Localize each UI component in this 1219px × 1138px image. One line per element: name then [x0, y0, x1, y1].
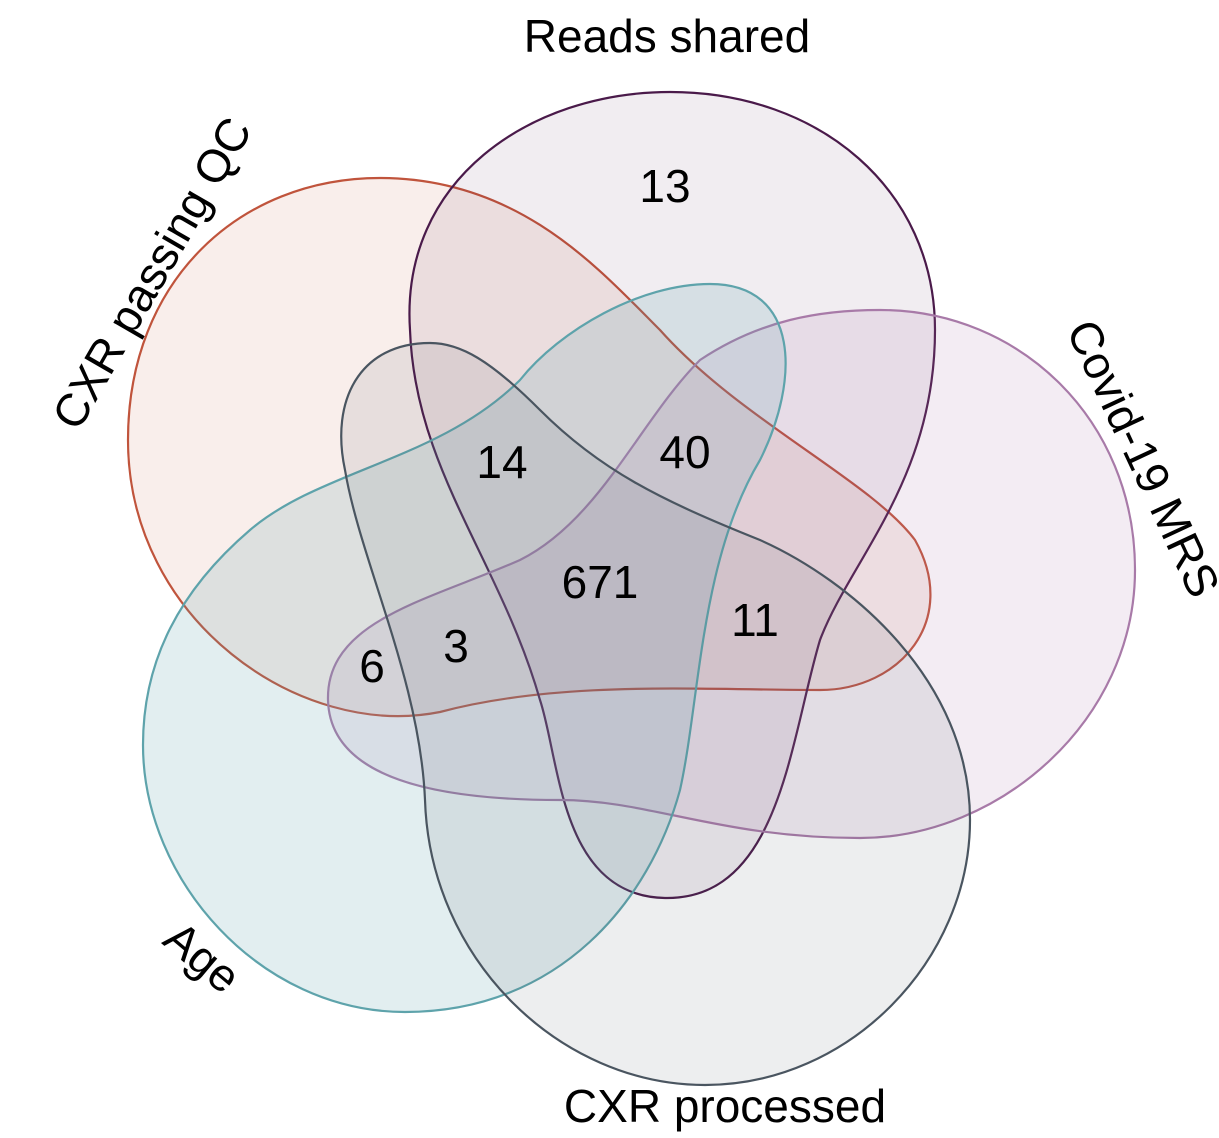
- region-count: 40: [659, 426, 710, 478]
- set-shape: [408, 90, 937, 900]
- region-count: 13: [639, 160, 690, 212]
- region-count: 671: [562, 556, 639, 608]
- set-label: Reads shared: [524, 10, 810, 62]
- set-label: CXR processed: [564, 1080, 886, 1132]
- region-count: 6: [359, 640, 385, 692]
- set-shape: [340, 341, 972, 1087]
- set-shape: [141, 282, 787, 1014]
- region-count: 14: [476, 436, 527, 488]
- region-count: 3: [443, 620, 469, 672]
- set-shape: [326, 308, 1137, 840]
- region-count: 11: [731, 594, 779, 646]
- set-shape: [126, 176, 932, 718]
